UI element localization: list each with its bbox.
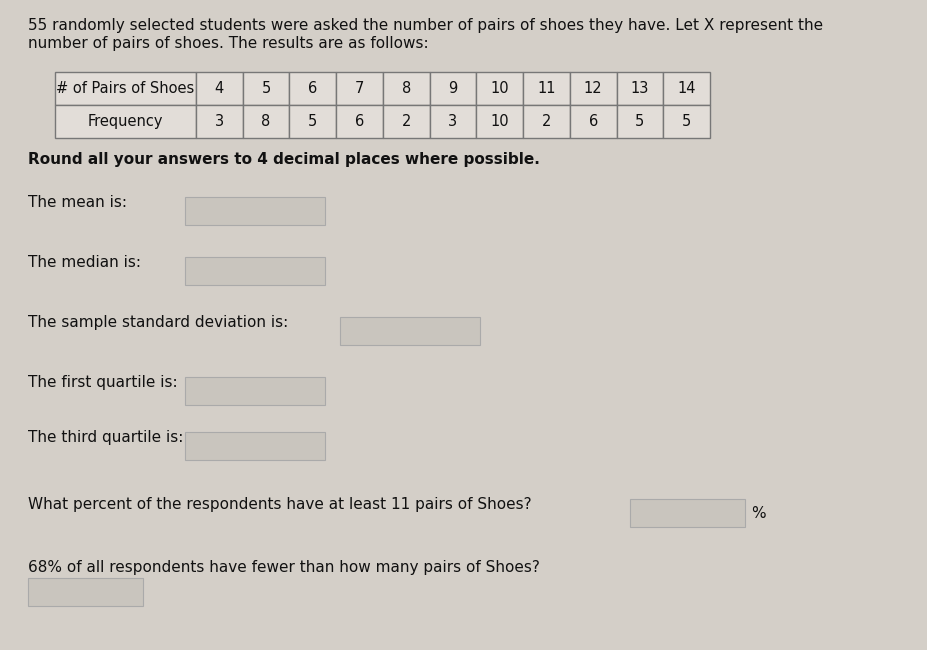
Bar <box>28 578 143 606</box>
Text: The sample standard deviation is:: The sample standard deviation is: <box>28 315 288 330</box>
Bar <box>196 72 243 105</box>
Bar <box>196 105 243 138</box>
Bar <box>383 105 429 138</box>
Bar <box>476 105 523 138</box>
Bar <box>429 105 476 138</box>
Text: The mean is:: The mean is: <box>28 195 127 210</box>
Text: 68% of all respondents have fewer than how many pairs of Shoes?: 68% of all respondents have fewer than h… <box>28 560 540 575</box>
Text: 6: 6 <box>589 114 598 129</box>
Bar <box>630 499 745 527</box>
Text: # of Pairs of Shoes: # of Pairs of Shoes <box>57 81 195 96</box>
Bar <box>383 72 429 105</box>
Text: 13: 13 <box>630 81 649 96</box>
Text: What percent of the respondents have at least 11 pairs of Shoes?: What percent of the respondents have at … <box>28 497 531 512</box>
Text: Round all your answers to 4 decimal places where possible.: Round all your answers to 4 decimal plac… <box>28 152 540 167</box>
Bar <box>616 105 663 138</box>
Text: 5: 5 <box>261 81 271 96</box>
Bar <box>663 72 710 105</box>
Bar <box>55 105 196 138</box>
Text: 10: 10 <box>490 81 509 96</box>
Bar <box>616 72 663 105</box>
Text: 12: 12 <box>584 81 603 96</box>
Bar <box>523 72 570 105</box>
Text: 3: 3 <box>215 114 223 129</box>
Text: Frequency: Frequency <box>88 114 163 129</box>
Bar <box>570 72 616 105</box>
Bar <box>185 257 325 285</box>
Bar <box>340 317 480 345</box>
Bar <box>185 197 325 225</box>
Bar <box>185 432 325 460</box>
Text: The first quartile is:: The first quartile is: <box>28 375 178 390</box>
Text: 5: 5 <box>635 114 644 129</box>
Text: 2: 2 <box>541 114 551 129</box>
Text: 7: 7 <box>355 81 364 96</box>
Text: %: % <box>751 506 766 521</box>
Bar <box>185 377 325 405</box>
Text: 6: 6 <box>308 81 317 96</box>
Text: The third quartile is:: The third quartile is: <box>28 430 184 445</box>
Bar <box>337 105 383 138</box>
Bar <box>289 105 337 138</box>
Bar <box>243 105 289 138</box>
Text: 6: 6 <box>355 114 364 129</box>
Text: 4: 4 <box>214 81 223 96</box>
Text: 5: 5 <box>682 114 692 129</box>
Bar <box>570 105 616 138</box>
Bar <box>663 105 710 138</box>
Text: 55 randomly selected students were asked the number of pairs of shoes they have.: 55 randomly selected students were asked… <box>28 18 823 33</box>
Text: 2: 2 <box>401 114 411 129</box>
Text: 9: 9 <box>449 81 458 96</box>
Text: 5: 5 <box>308 114 317 129</box>
Text: 14: 14 <box>678 81 696 96</box>
Text: number of pairs of shoes. The results are as follows:: number of pairs of shoes. The results ar… <box>28 36 428 51</box>
Bar <box>476 72 523 105</box>
Bar <box>523 105 570 138</box>
Text: 10: 10 <box>490 114 509 129</box>
Text: The median is:: The median is: <box>28 255 141 270</box>
Text: 8: 8 <box>401 81 411 96</box>
Text: 11: 11 <box>537 81 555 96</box>
Bar <box>289 72 337 105</box>
Bar <box>55 72 196 105</box>
Bar <box>337 72 383 105</box>
Bar <box>243 72 289 105</box>
Text: 3: 3 <box>449 114 458 129</box>
Text: 8: 8 <box>261 114 271 129</box>
Bar <box>429 72 476 105</box>
